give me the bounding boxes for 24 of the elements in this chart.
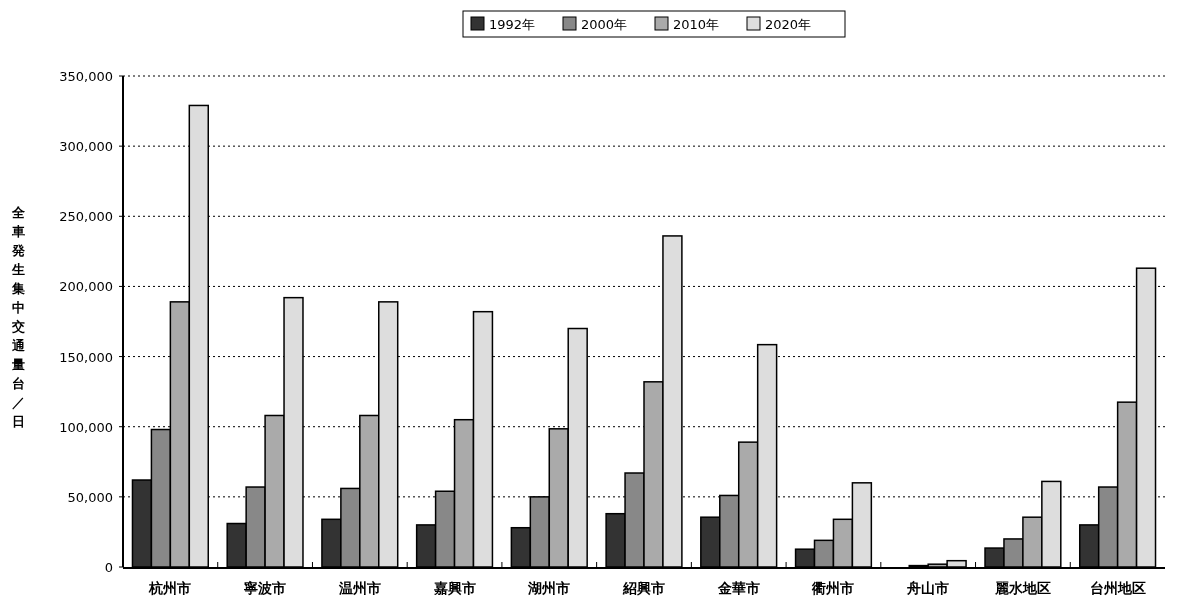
- y-tick-label: 50,000: [67, 489, 113, 505]
- text: 全車発生集中交通量台／日: [11, 205, 25, 429]
- x-tick-label: 嘉興市: [433, 580, 476, 596]
- x-tick-label: 温州市: [337, 580, 381, 596]
- x-tick-label: 金華市: [716, 580, 760, 596]
- x-tick-label: 杭州市: [148, 580, 192, 596]
- legend-label: 1992年: [489, 17, 536, 32]
- y-tick-label: 350,000: [59, 69, 113, 84]
- y-tick-label: 200,000: [59, 279, 113, 295]
- y-tick-label: 150,000: [59, 349, 113, 365]
- x-tick-label: 紹興市: [622, 580, 665, 596]
- y-tick-label: 0: [104, 560, 113, 575]
- y-tick-label: 300,000: [59, 139, 113, 155]
- x-tick-label: 舟山市: [906, 580, 950, 596]
- x-tick-label: 衢州市: [811, 580, 855, 596]
- x-tick-label: 湖州市: [527, 580, 571, 596]
- legend-label: 2000年: [581, 17, 628, 32]
- legend-label: 2010年: [673, 17, 720, 32]
- x-tick-label: 台州地区: [1089, 580, 1146, 596]
- x-tick-label: 麗水地区: [993, 580, 1051, 596]
- y-tick-label: 250,000: [59, 209, 113, 225]
- x-tick-label: 寧波市: [243, 580, 287, 596]
- legend-label: 2020年: [765, 17, 812, 32]
- y-tick-label: 100,000: [59, 419, 113, 435]
